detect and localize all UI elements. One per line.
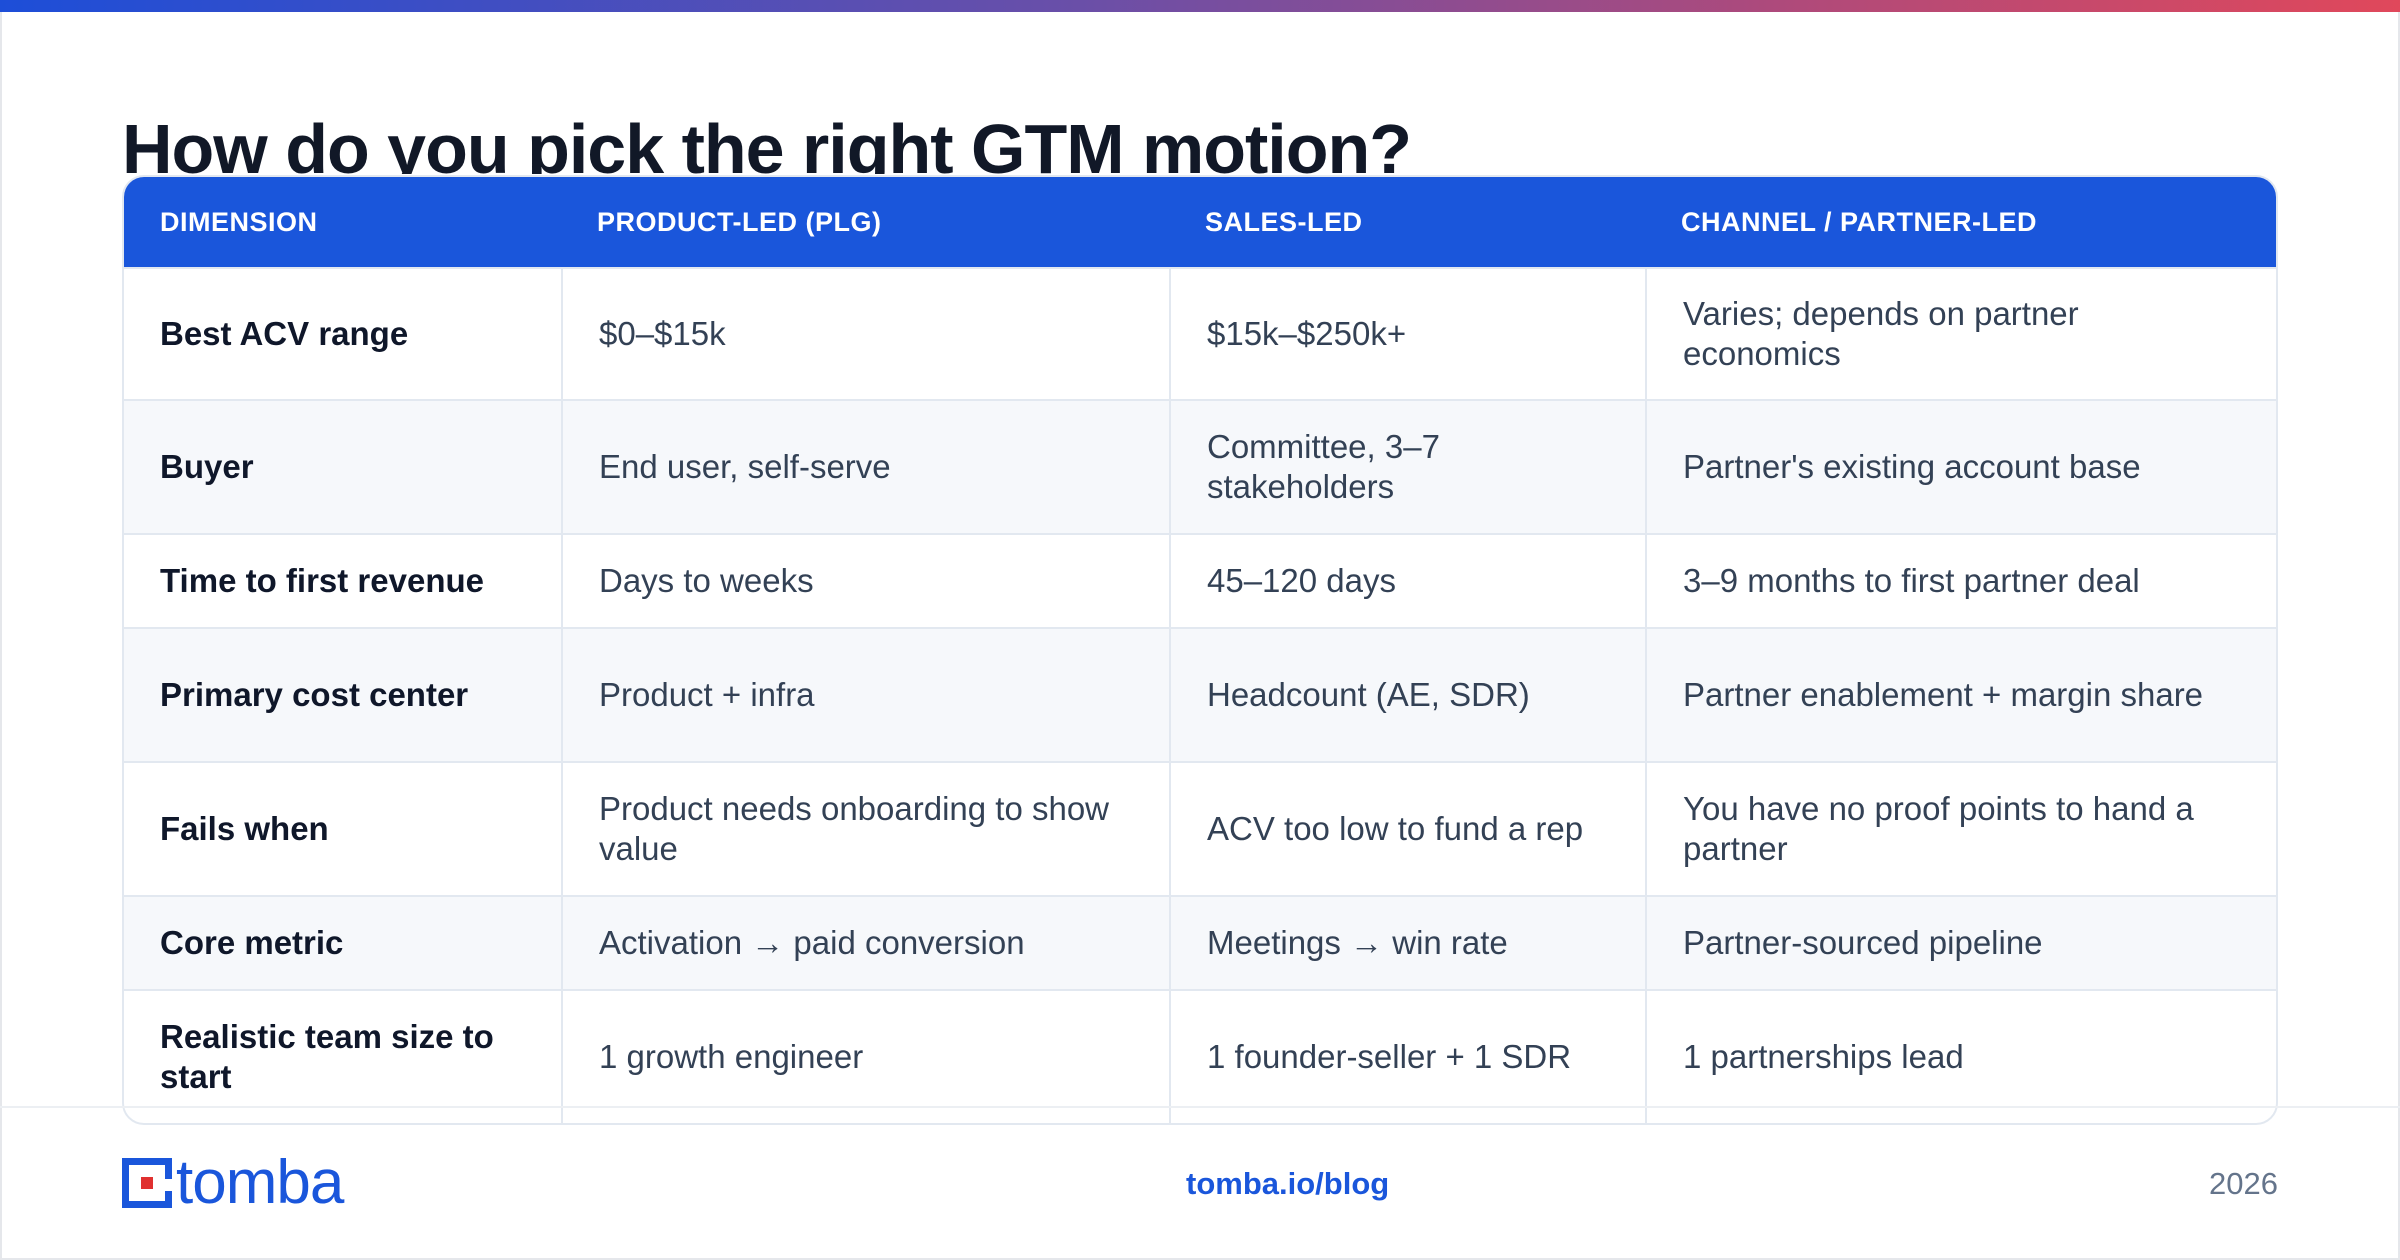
table-header: DIMENSION PRODUCT-LED (PLG) SALES-LED CH… [124,177,2276,267]
logo-text: tomba [176,1148,344,1217]
top-gradient-bar [0,0,2400,12]
cell-sales: $15k–$250k+ [1169,269,1645,399]
table-row: Time to first revenue Days to weeks 45–1… [124,533,2276,627]
row-label: Time to first revenue [160,562,484,599]
comparison-table: DIMENSION PRODUCT-LED (PLG) SALES-LED CH… [122,175,2278,1125]
cell-plg: Activation → paid conversion [561,897,1169,989]
cell-sales: Headcount (AE, SDR) [1169,629,1645,761]
cell-channel: Partner's existing account base [1645,401,2276,533]
cell-plg: Product + infra [561,629,1169,761]
cell-sales: ACV too low to fund a rep [1169,763,1645,895]
cell-channel: 1 partnerships lead [1645,991,2276,1123]
slide-frame [0,12,2400,1260]
table-row: Realistic team size to start 1 growth en… [124,989,2276,1123]
blog-link[interactable]: tomba.io/blog [1186,1166,1390,1201]
cell-plg: Days to weeks [561,535,1169,627]
cell-plg: End user, self-serve [561,401,1169,533]
table-row: Primary cost center Product + infra Head… [124,627,2276,761]
cell-plg: 1 growth engineer [561,991,1169,1123]
row-label: Buyer [160,448,254,485]
table-row: Buyer End user, self-serve Committee, 3–… [124,399,2276,533]
cell-sales: 45–120 days [1169,535,1645,627]
footer-divider [0,1106,2400,1108]
table-row: Best ACV range $0–$15k $15k–$250k+ Varie… [124,267,2276,399]
row-label: Realistic team size to start [160,1018,494,1095]
cell-sales: Meetings → win rate [1169,897,1645,989]
row-label: Primary cost center [160,676,469,713]
header-dimension: DIMENSION [160,206,318,237]
header-product-led: PRODUCT-LED (PLG) [597,206,882,237]
logo-mark-icon [122,1158,172,1208]
cell-channel: 3–9 months to first partner deal [1645,535,2276,627]
cell-plg: $0–$15k [561,269,1169,399]
row-label: Best ACV range [160,315,409,352]
header-sales-led: SALES-LED [1205,206,1363,237]
year-label: 2026 [2209,1166,2278,1201]
cell-channel: Partner enablement + margin share [1645,629,2276,761]
cell-channel: Partner-sourced pipeline [1645,897,2276,989]
cell-sales: 1 founder-seller + 1 SDR [1169,991,1645,1123]
page-title: How do you pick the right GTM motion? [122,110,1412,174]
header-channel-led: CHANNEL / PARTNER-LED [1681,206,2038,237]
tomba-logo: tomba [122,1148,344,1217]
table-row: Core metric Activation → paid conversion… [124,895,2276,989]
table-row: Fails when Product needs onboarding to s… [124,761,2276,895]
cell-channel: Varies; depends on partner economics [1645,269,2276,399]
cell-sales: Committee, 3–7 stakeholders [1169,401,1645,533]
cell-channel: You have no proof points to hand a partn… [1645,763,2276,895]
row-label: Fails when [160,810,329,847]
cell-plg: Product needs onboarding to show value [561,763,1169,895]
row-label: Core metric [160,924,344,961]
